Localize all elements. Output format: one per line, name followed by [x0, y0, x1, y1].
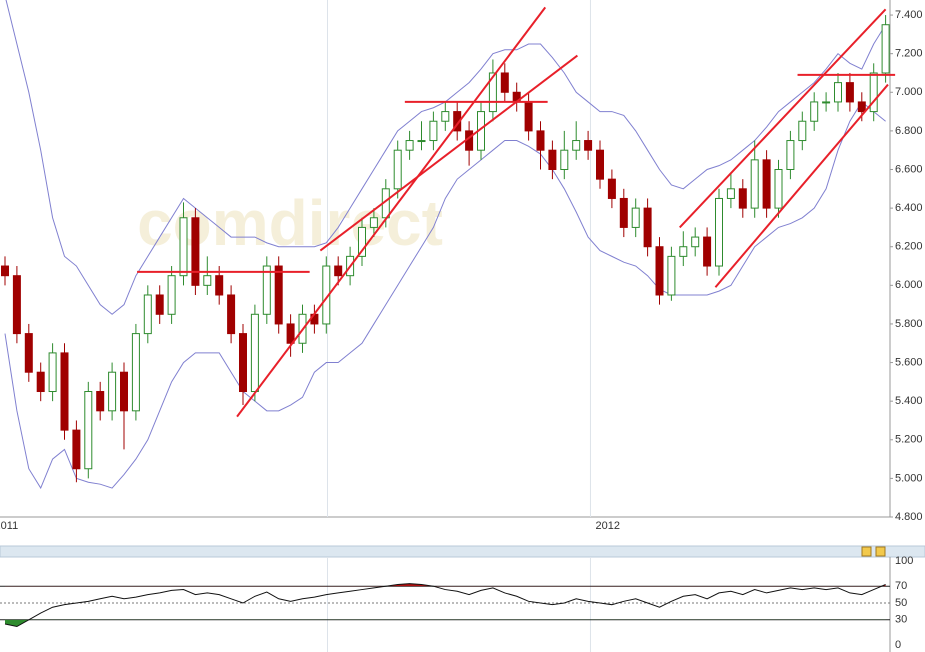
candle-body [36, 371, 45, 393]
candle-body [429, 120, 438, 142]
candle-body [691, 236, 700, 248]
candle-body [786, 140, 795, 171]
candle-body [655, 246, 664, 296]
candle-body [203, 275, 212, 286]
candle-body [750, 159, 759, 209]
candle-body [536, 130, 545, 151]
candle-body [179, 217, 188, 277]
candle-body [369, 217, 378, 228]
candle-body [596, 149, 604, 180]
candle-body [72, 429, 81, 470]
candle-body [500, 72, 509, 93]
candle-body [262, 265, 271, 315]
y-tick-label: 6.400 [895, 202, 923, 214]
candle-body [358, 226, 366, 257]
trendline [319, 54, 578, 252]
x-tick-label: 2012 [595, 520, 619, 532]
candle-body [560, 149, 569, 171]
candle-body [250, 313, 259, 393]
candle-body [274, 265, 283, 325]
y-tick-label: 5.200 [895, 434, 923, 446]
candle-body [726, 188, 735, 199]
candle-body [607, 178, 616, 199]
candle-body [441, 111, 450, 122]
candle-body [738, 188, 747, 209]
y-tick-label: 5.600 [895, 356, 923, 368]
y-tick-label: 4.800 [895, 511, 923, 523]
candle-body [488, 72, 497, 113]
candle-body [1, 265, 9, 277]
trendline [714, 83, 889, 288]
candle-body [631, 207, 640, 228]
candle-body [239, 333, 247, 393]
y-tick-label: 6.000 [895, 279, 923, 291]
candle-body [619, 197, 628, 228]
candle-body [798, 120, 807, 142]
candle-body [703, 236, 712, 267]
y-tick-label: 5.000 [895, 472, 923, 484]
x-tick-label: 2011 [0, 520, 18, 532]
candle-body [810, 101, 819, 122]
y-tick-label: 7.200 [895, 48, 923, 60]
candle-body [96, 391, 105, 412]
candle-body [857, 101, 866, 113]
candle-body [108, 371, 117, 412]
candle-body [548, 149, 557, 171]
candle-body [48, 352, 57, 393]
candle-body [120, 371, 128, 412]
bollinger-band [4, 101, 886, 490]
candle-body [191, 217, 200, 286]
y-tick-label: 6.600 [895, 163, 923, 175]
candle-body [84, 391, 93, 470]
candle-body [227, 294, 236, 335]
candle-body [643, 207, 652, 248]
candle-body [334, 265, 343, 277]
y-tick-label: 6.200 [895, 241, 923, 253]
candle-body [405, 140, 414, 151]
rsi-line [4, 583, 886, 628]
candle-body [60, 352, 69, 431]
y-tick-label: 50 [895, 597, 907, 609]
y-tick-label: 0 [895, 639, 901, 651]
panel-header [0, 545, 925, 558]
candle-body [762, 159, 771, 209]
candle-body [584, 140, 593, 151]
y-tick-label: 5.400 [895, 395, 923, 407]
candle-body [524, 101, 533, 132]
candle-body [143, 294, 152, 335]
candle-body [822, 101, 831, 104]
candle-body [869, 72, 878, 113]
candle-body [834, 82, 842, 103]
trendline [679, 8, 887, 229]
y-tick-label: 5.800 [895, 318, 923, 330]
y-tick-label: 7.000 [895, 86, 923, 98]
y-tick-label: 7.400 [895, 9, 923, 21]
candle-body [679, 246, 688, 257]
candle-body [155, 294, 164, 315]
candle-body [215, 275, 224, 296]
candle-body [393, 149, 402, 190]
candle-body [417, 140, 426, 143]
y-tick-label: 70 [895, 580, 907, 592]
y-tick-label: 100 [895, 555, 913, 567]
candle-body [167, 275, 176, 315]
panel-icon[interactable] [875, 546, 886, 557]
y-tick-label: 30 [895, 614, 907, 626]
candle-body [12, 275, 21, 335]
candle-body [572, 140, 581, 151]
candle-body [131, 333, 140, 412]
trendline [236, 6, 547, 418]
candle-body [667, 255, 676, 296]
candle-body [774, 169, 783, 209]
candle-body [286, 323, 295, 344]
candle-body [715, 197, 723, 267]
y-tick-label: 6.800 [895, 125, 923, 137]
candle-body [845, 82, 854, 103]
panel-icon[interactable] [861, 546, 872, 557]
candle-body [24, 333, 33, 373]
candle-body [881, 24, 890, 74]
